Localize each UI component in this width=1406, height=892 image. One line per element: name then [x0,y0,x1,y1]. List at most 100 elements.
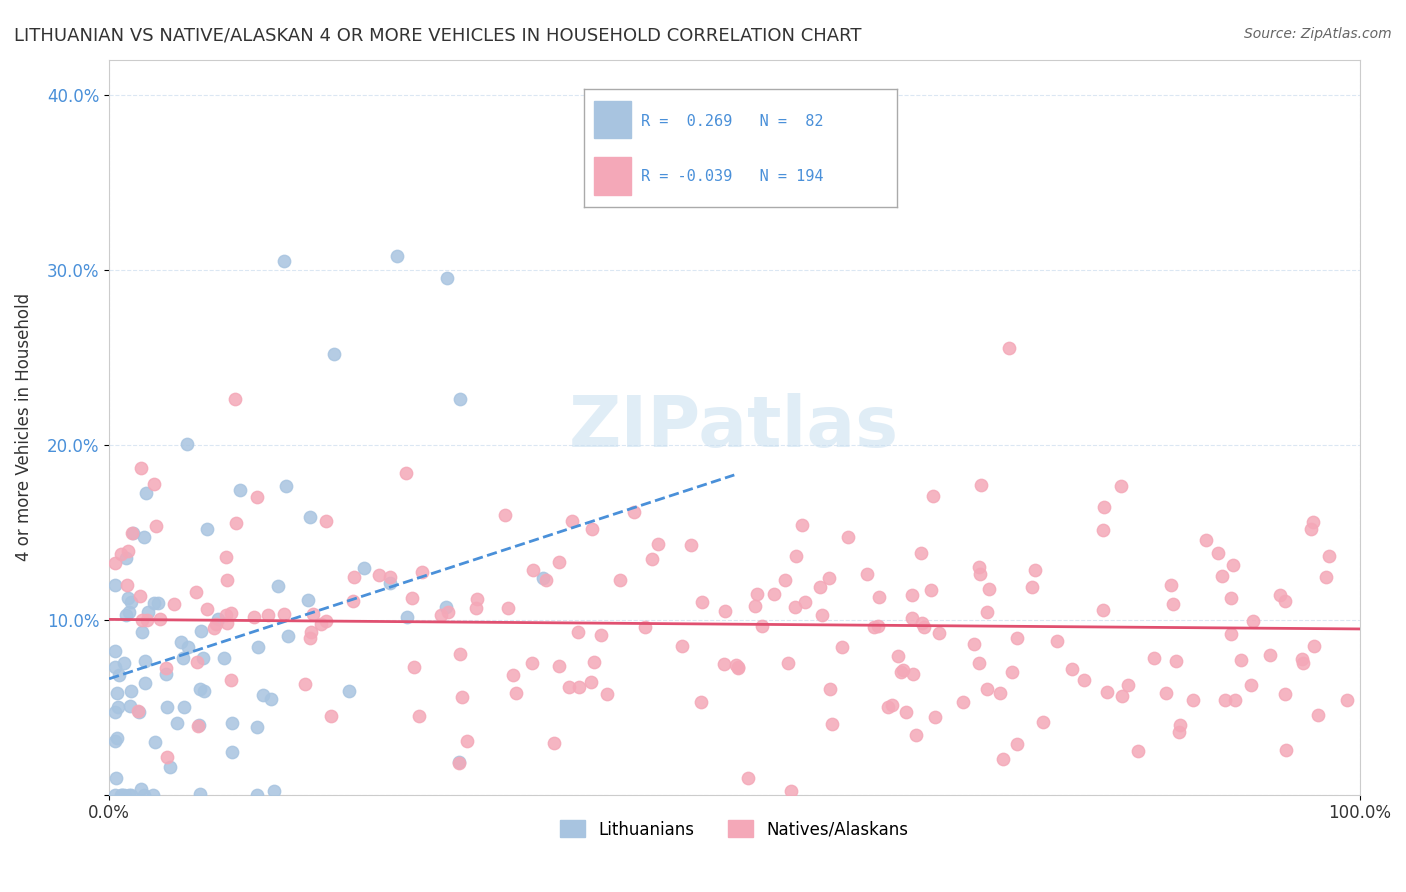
Lithuanians [353,561,375,575]
Lithuanians [134,675,156,690]
Natives/Alaskans [128,589,150,603]
Natives/Alaskans [868,591,890,605]
Lithuanians [277,629,299,643]
Lithuanians [434,599,457,614]
Natives/Alaskans [1060,662,1083,676]
Natives/Alaskans [224,392,246,406]
Natives/Alaskans [1046,634,1069,648]
Natives/Alaskans [411,565,433,579]
Natives/Alaskans [921,490,943,504]
Natives/Alaskans [952,695,974,709]
Natives/Alaskans [1097,685,1119,699]
Natives/Alaskans [901,588,924,602]
Natives/Alaskans [567,624,589,639]
Lithuanians [120,683,142,698]
Natives/Alaskans [671,639,693,653]
Natives/Alaskans [891,663,914,677]
Natives/Alaskans [502,667,524,681]
Natives/Alaskans [681,538,703,552]
Natives/Alaskans [568,680,591,694]
Natives/Alaskans [1274,594,1296,608]
Lithuanians [337,683,360,698]
Natives/Alaskans [221,673,243,688]
Lithuanians [267,579,290,593]
Natives/Alaskans [186,656,208,670]
Natives/Alaskans [1005,737,1028,751]
Natives/Alaskans [187,719,209,733]
Natives/Alaskans [713,657,735,672]
Natives/Alaskans [1230,653,1253,667]
Lithuanians [104,788,127,802]
Natives/Alaskans [1111,689,1133,703]
Natives/Alaskans [963,637,986,651]
Lithuanians [104,577,127,591]
Natives/Alaskans [494,508,516,522]
Lithuanians [112,788,135,802]
Natives/Alaskans [817,571,839,585]
Lithuanians [263,784,285,798]
Natives/Alaskans [901,611,924,625]
Natives/Alaskans [561,514,583,528]
Natives/Alaskans [429,607,451,622]
Natives/Alaskans [998,342,1021,356]
Natives/Alaskans [969,560,991,574]
Natives/Alaskans [456,734,478,748]
Natives/Alaskans [299,624,322,639]
Natives/Alaskans [977,582,1000,596]
Natives/Alaskans [785,549,807,563]
Natives/Alaskans [449,756,471,771]
Natives/Alaskans [1160,578,1182,592]
Natives/Alaskans [1116,678,1139,692]
Lithuanians [104,643,127,657]
Natives/Alaskans [522,564,544,578]
Natives/Alaskans [911,616,934,631]
Natives/Alaskans [1315,570,1337,584]
Natives/Alaskans [465,591,488,606]
Natives/Alaskans [558,680,581,694]
Natives/Alaskans [1073,673,1095,687]
Natives/Alaskans [195,602,218,616]
Natives/Alaskans [1092,523,1115,537]
Natives/Alaskans [215,608,238,623]
Lithuanians [104,705,127,719]
Natives/Alaskans [156,750,179,764]
Natives/Alaskans [856,567,879,582]
Lithuanians [132,531,155,545]
Natives/Alaskans [1167,725,1189,739]
Natives/Alaskans [894,705,917,719]
Lithuanians [170,635,193,649]
Lithuanians [273,253,295,268]
Natives/Alaskans [436,605,458,619]
Lithuanians [449,392,471,406]
Natives/Alaskans [1163,598,1185,612]
Natives/Alaskans [408,709,430,723]
Natives/Alaskans [905,728,928,742]
Natives/Alaskans [811,608,834,623]
Natives/Alaskans [969,477,991,491]
Natives/Alaskans [127,704,149,718]
Natives/Alaskans [747,587,769,601]
Lithuanians [177,640,200,654]
Natives/Alaskans [315,514,337,528]
Natives/Alaskans [299,632,322,646]
Lithuanians [110,788,132,802]
Natives/Alaskans [794,595,817,609]
Natives/Alaskans [1274,687,1296,701]
Natives/Alaskans [863,620,886,634]
Natives/Alaskans [920,583,942,598]
Lithuanians [117,591,139,605]
Lithuanians [118,699,141,714]
Lithuanians [131,624,153,639]
Natives/Alaskans [215,573,238,587]
Natives/Alaskans [744,599,766,613]
Lithuanians [176,437,198,451]
Y-axis label: 4 or more Vehicles in Household: 4 or more Vehicles in Household [15,293,32,561]
Lithuanians [122,525,145,540]
Natives/Alaskans [149,611,172,625]
Lithuanians [246,788,269,802]
Lithuanians [115,550,138,565]
Natives/Alaskans [309,617,332,632]
Natives/Alaskans [633,620,655,634]
Natives/Alaskans [294,677,316,691]
Lithuanians [385,249,408,263]
